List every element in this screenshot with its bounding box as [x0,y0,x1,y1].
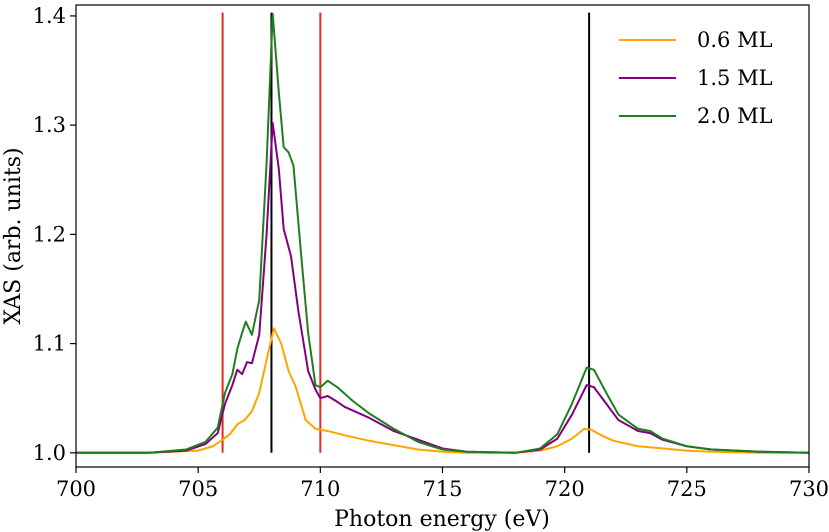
x-axis: 700 705 710 715 720 725 730 [56,467,829,501]
x-tick-label: 730 [789,477,829,501]
series-line-1 [76,327,809,454]
legend-label-2: 1.5 ML [697,66,773,90]
series-layer [76,12,809,454]
reference-lines [221,12,591,453]
y-tick-label: 1.3 [33,113,66,137]
x-axis-label: Photon energy (eV) [334,507,550,532]
series-line-3 [76,12,809,454]
x-tick-label: 710 [300,477,340,501]
y-tick-label: 1.1 [33,332,66,356]
y-axis: 1.0 1.1 1.2 1.3 1.4 [33,4,76,465]
x-tick-label: 715 [422,477,462,501]
y-axis-label: XAS (arb. units) [1,147,26,324]
y-tick-label: 1.4 [33,4,66,28]
legend-label-1: 0.6 ML [697,28,773,52]
series-line-2 [76,121,809,454]
x-tick-label: 725 [667,477,707,501]
legend: 0.6 ML 1.5 ML 2.0 ML [619,28,773,128]
y-tick-label: 1.2 [33,222,66,246]
x-tick-label: 705 [178,477,218,501]
x-tick-label: 700 [56,477,96,501]
x-tick-label: 720 [545,477,585,501]
y-tick-label: 1.0 [33,441,66,465]
legend-label-3: 2.0 ML [697,104,773,128]
